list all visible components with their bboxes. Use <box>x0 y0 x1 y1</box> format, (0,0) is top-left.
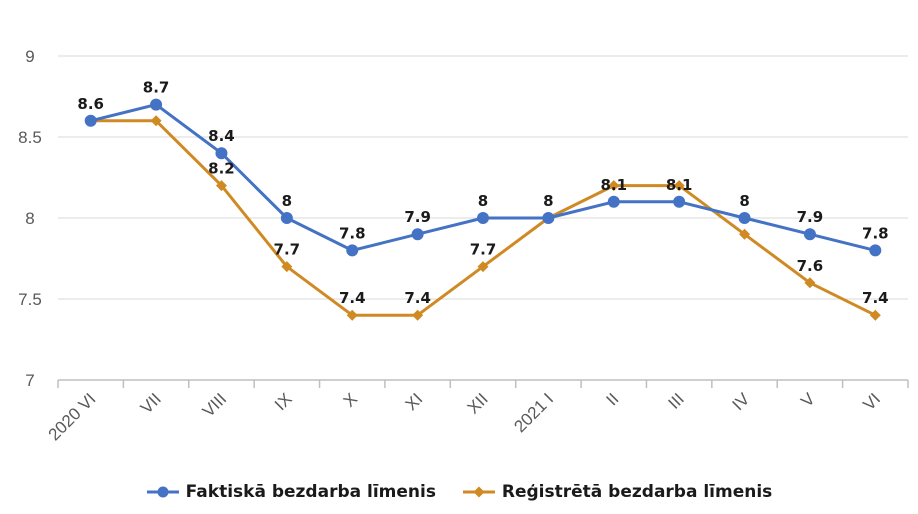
series-2-point-1 <box>150 115 162 127</box>
series-2-data-label-2: 8.2 <box>208 160 235 178</box>
x-tick-label-2: VIII <box>199 389 230 420</box>
series-1-data-label-3: 8 <box>282 192 292 210</box>
series-1-point-12 <box>869 244 882 257</box>
series-2-point-6 <box>477 261 489 273</box>
series-1-data-label-6: 8 <box>478 192 488 210</box>
series-1-data-label-9: 8.1 <box>666 176 693 194</box>
series-1-point-0 <box>84 114 97 127</box>
series-1-data-label-8: 8.1 <box>600 176 627 194</box>
series-2-data-label-12: 7.4 <box>862 289 889 307</box>
legend: Faktiskā bezdarba līmenis Reģistrētā bez… <box>0 482 918 504</box>
series-1-data-label-5: 7.9 <box>404 208 431 226</box>
x-tick-label-12: VI <box>859 389 884 414</box>
x-tick-label-6: XII <box>464 389 492 417</box>
legend-item-series-1[interactable]: Faktiskā bezdarba līmenis <box>146 482 436 502</box>
series-lines <box>84 98 882 321</box>
series-1-point-10 <box>738 212 751 224</box>
series-1-point-3 <box>280 212 293 224</box>
series-1-data-label-11: 7.9 <box>797 208 824 226</box>
series-1-data-label-4: 7.8 <box>339 224 366 242</box>
line-chart: 77.588.59 2020 VI VII VIII IX X XI XII 2021 I II… <box>18 47 909 444</box>
x-tick-label-4: X <box>340 389 361 410</box>
legend-swatch-series-2-icon <box>462 486 495 498</box>
series-2-point-2 <box>215 180 227 192</box>
series-2-point-12 <box>869 309 881 321</box>
series-1-point-11 <box>803 228 816 241</box>
series-2-point-11 <box>804 277 816 289</box>
series-2-data-label-3: 7.7 <box>274 241 301 259</box>
y-tick-label-1: 7.5 <box>18 290 42 309</box>
series-2-point-4 <box>346 309 358 321</box>
series-2-point-9 <box>673 180 685 192</box>
y-tick-label-4: 9 <box>25 47 34 66</box>
series-1-data-label-1: 8.7 <box>143 79 170 97</box>
series-2-data-label-5: 7.4 <box>404 289 431 307</box>
series-1-point-2 <box>215 147 228 160</box>
x-tick-label-8: II <box>602 389 622 409</box>
x-tick-label-9: III <box>665 389 688 412</box>
series-1-data-label-2: 8.4 <box>208 127 235 145</box>
x-tick-label-5: XI <box>402 389 427 414</box>
series-2-point-3 <box>281 261 293 273</box>
y-tick-label-2: 8 <box>25 209 34 228</box>
series-2-point-10 <box>739 228 751 240</box>
series-1-point-7 <box>542 212 555 224</box>
series-1-point-8 <box>607 195 620 208</box>
series-1-data-label-7: 8 <box>543 192 553 210</box>
x-tick-label-1: VII <box>137 389 165 417</box>
series-1-data-label-12: 7.8 <box>862 224 889 242</box>
series-2-data-label-6: 7.7 <box>470 241 497 259</box>
series-1-point-6 <box>477 212 489 224</box>
legend-item-series-2[interactable]: Reģistrētā bezdarba līmenis <box>462 482 772 502</box>
x-tick-label-7: 2021 I <box>510 389 557 436</box>
series-1-point-5 <box>411 228 424 241</box>
x-axis-tick-labels: 2020 VI VII VIII IX X XI XII 2021 I II III IV V VI <box>45 389 884 444</box>
legend-label-series-2: Reģistrētā bezdarba līmenis <box>501 482 773 502</box>
series-1-point-1 <box>150 98 163 111</box>
y-axis-tick-labels: 7 7.5 8 8.5 9 <box>18 47 42 390</box>
legend-swatch-series-1-icon <box>146 486 179 498</box>
series-2-data-label-4: 7.4 <box>339 289 366 307</box>
legend-label-series-1: Faktiskā bezdarba līmenis <box>185 482 436 502</box>
x-axis <box>57 379 909 388</box>
series-2-point-5 <box>412 309 424 321</box>
x-tick-label-10: IV <box>729 389 754 414</box>
data-labels: 8.6 8.7 8.4 8 7.8 7.9 8 8 8.1 8.1 8 7.9 7.8 8.2 7.7 7.4… <box>77 79 888 308</box>
series-2-data-label-11: 7.6 <box>797 257 824 275</box>
series-1-point-9 <box>673 195 686 208</box>
series-1-point-4 <box>346 244 359 257</box>
y-tick-label-3: 8.5 <box>18 128 42 147</box>
series-2-point-8 <box>608 180 620 192</box>
series-1-data-label-0: 8.6 <box>77 95 104 113</box>
x-tick-label-3: IX <box>271 389 296 414</box>
y-tick-label-0: 7 <box>25 371 34 390</box>
x-tick-label-0: 2020 VI <box>45 389 100 444</box>
series-1-data-label-10: 8 <box>739 192 749 210</box>
x-tick-label-11: V <box>797 389 819 411</box>
